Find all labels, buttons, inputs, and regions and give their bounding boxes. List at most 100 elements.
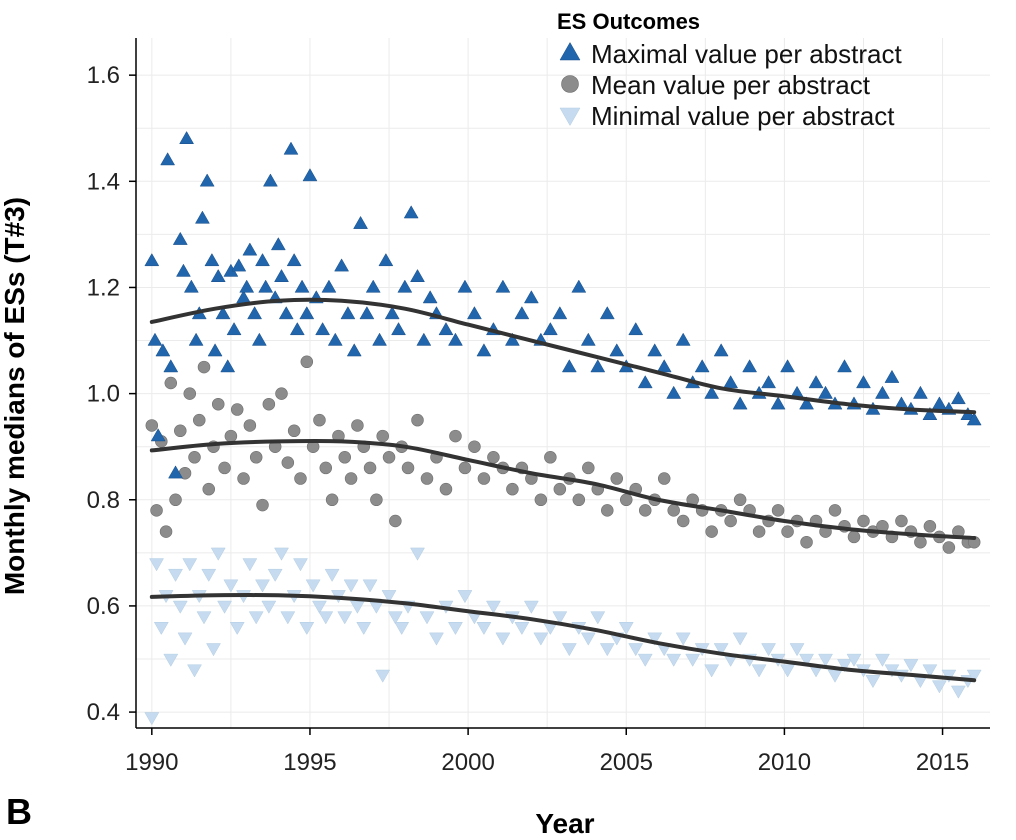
data-point [160, 152, 176, 166]
data-point [324, 568, 340, 582]
data-point [599, 306, 615, 320]
data-point [182, 558, 198, 572]
data-point [752, 525, 766, 538]
y-tick-label: 0.4 [87, 699, 120, 726]
data-point [590, 359, 606, 373]
y-tick-label: 0.8 [87, 487, 120, 514]
data-point [761, 643, 777, 657]
data-point [780, 359, 796, 373]
data-point [242, 558, 258, 572]
data-point [590, 611, 606, 625]
data-point [610, 472, 624, 485]
data-point [487, 451, 500, 464]
data-point [274, 268, 289, 282]
data-point [742, 359, 758, 373]
data-point [193, 413, 206, 427]
data-point [647, 343, 663, 357]
data-point [164, 376, 178, 390]
data-point [179, 130, 195, 144]
data-point [258, 279, 274, 293]
data-point [343, 579, 359, 593]
data-point [287, 424, 301, 438]
data-point [837, 659, 852, 673]
data-point [799, 653, 814, 667]
data-point [828, 504, 842, 517]
data-point [340, 306, 356, 320]
data-point [476, 622, 492, 636]
data-point [248, 611, 264, 625]
data-point [618, 622, 634, 636]
data-point [599, 643, 615, 657]
data-point [280, 611, 296, 625]
data-point [294, 279, 310, 293]
data-point [857, 514, 870, 528]
legend-swatch [559, 107, 581, 127]
data-point [950, 391, 966, 405]
data-point [732, 396, 748, 410]
trend-line [149, 593, 977, 683]
data-point [419, 611, 435, 625]
data-point [420, 472, 434, 485]
data-point [429, 632, 444, 646]
data-point [174, 424, 187, 438]
data-point [362, 579, 378, 593]
x-tick-label: 2005 [600, 749, 653, 776]
data-point [223, 579, 239, 593]
data-point [847, 530, 861, 544]
x-tick-label: 2015 [916, 749, 969, 776]
data-point [827, 669, 843, 683]
legend-label: Minimal value per abstract [591, 101, 895, 131]
series-triangle-down [144, 547, 982, 726]
data-point [601, 504, 614, 517]
data-point [217, 600, 232, 614]
data-point [394, 622, 410, 636]
data-point [183, 387, 197, 400]
data-point [327, 332, 343, 346]
data-point [202, 482, 215, 496]
data-point [229, 622, 245, 636]
data-point [416, 332, 432, 346]
data-point [534, 493, 548, 507]
data-point [808, 375, 824, 389]
data-point [656, 359, 672, 373]
data-point [325, 493, 339, 507]
data-point [504, 332, 520, 346]
data-point [149, 558, 164, 572]
data-point [176, 263, 191, 277]
data-point [657, 472, 671, 485]
data-point [365, 279, 381, 293]
data-point [514, 622, 530, 636]
data-point [553, 482, 567, 496]
data-point [168, 465, 183, 479]
x-axis-title: Year [535, 808, 594, 839]
data-point [376, 429, 389, 443]
data-point [942, 541, 956, 554]
data-point [552, 306, 568, 320]
legend-label: Mean value per abstract [591, 70, 871, 100]
data-point [313, 413, 326, 427]
data-point [761, 375, 777, 389]
data-point [397, 279, 413, 293]
data-point [370, 493, 383, 507]
data-point [281, 456, 295, 469]
data-point [771, 504, 785, 517]
grid [136, 38, 990, 728]
data-point [351, 419, 364, 432]
data-point [188, 451, 201, 464]
data-point [628, 643, 644, 657]
data-point [337, 611, 353, 625]
data-point [704, 385, 720, 399]
data-point [582, 461, 595, 475]
x-tick-label: 2010 [758, 749, 811, 776]
data-point [637, 375, 653, 389]
data-point [356, 622, 372, 636]
data-point [144, 253, 160, 267]
x-tick-label: 1990 [125, 749, 178, 776]
data-point [495, 632, 511, 646]
data-point [401, 461, 415, 475]
data-point [315, 322, 331, 336]
data-point [375, 669, 391, 683]
data-point [628, 322, 644, 336]
data-point [197, 360, 211, 374]
